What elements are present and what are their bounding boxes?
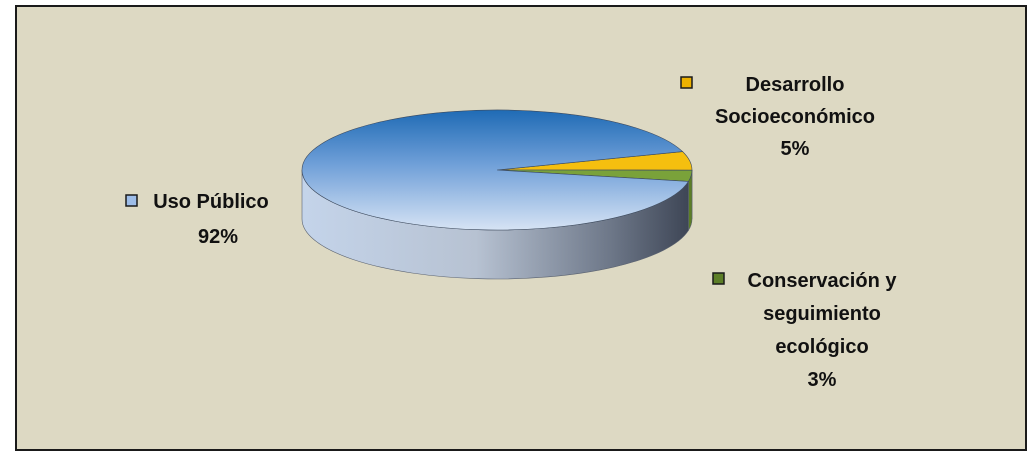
label-uso-publico-value: 92% — [198, 226, 238, 248]
label-desarrollo-value: 5% — [781, 138, 810, 160]
legend-key-conservacion — [712, 272, 725, 285]
legend-key-desarrollo — [680, 76, 693, 89]
label-uso-publico-name: Uso Público — [153, 191, 269, 213]
label-conservacion-line1: Conservación y — [748, 270, 898, 292]
pie-slice-uso-publico — [301, 109, 689, 231]
data-label-conservacion: Conservación y seguimiento ecológico 3% — [712, 270, 898, 391]
label-conservacion-line2: seguimiento — [763, 303, 881, 325]
label-desarrollo-line2: Socioeconómico — [715, 106, 875, 128]
label-conservacion-value: 3% — [808, 369, 837, 391]
label-conservacion-line3: ecológico — [775, 336, 868, 358]
label-desarrollo-line1: Desarrollo — [746, 74, 845, 96]
data-label-desarrollo: Desarrollo Socioeconómico 5% — [680, 74, 875, 160]
data-label-uso-publico: Uso Público 92% — [125, 191, 269, 248]
legend-key-uso-publico — [125, 194, 138, 207]
